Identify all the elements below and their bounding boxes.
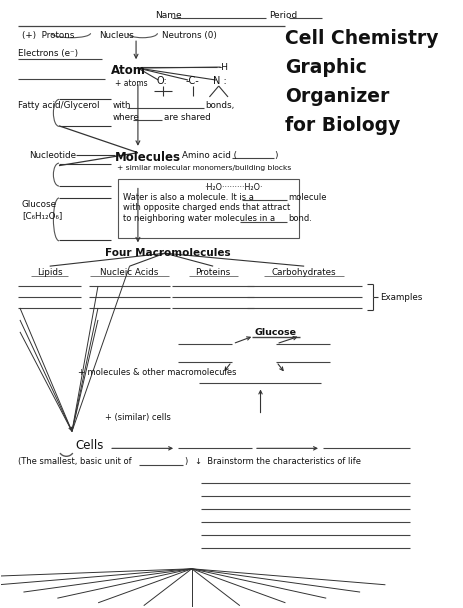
Text: where: where bbox=[113, 113, 139, 122]
Text: (The smallest, basic unit of: (The smallest, basic unit of bbox=[18, 457, 131, 466]
Text: Electrons (e⁻): Electrons (e⁻) bbox=[18, 49, 78, 58]
Text: Period: Period bbox=[268, 12, 296, 20]
Text: + (similar) cells: + (similar) cells bbox=[105, 413, 171, 423]
Text: Nucleotide: Nucleotide bbox=[29, 151, 76, 160]
Text: (+)  Protons: (+) Protons bbox=[22, 31, 74, 40]
Text: Name: Name bbox=[154, 12, 181, 20]
FancyBboxPatch shape bbox=[118, 179, 298, 238]
Text: with opposite charged ends that attract: with opposite charged ends that attract bbox=[123, 204, 290, 212]
Text: Neutrons (0): Neutrons (0) bbox=[162, 31, 217, 40]
Text: bonds,: bonds, bbox=[205, 101, 234, 110]
Text: -C-: -C- bbox=[185, 76, 199, 86]
Text: + molecules & other macromolecules: + molecules & other macromolecules bbox=[77, 368, 236, 377]
Text: Atom: Atom bbox=[111, 64, 145, 77]
Text: Lipids: Lipids bbox=[37, 268, 63, 277]
Text: ·H₂O·········H₂O·: ·H₂O·········H₂O· bbox=[203, 182, 262, 192]
Text: Examples: Examples bbox=[380, 293, 422, 302]
Text: molecule: molecule bbox=[288, 193, 326, 201]
Text: + similar molecular monomers/building blocks: + similar molecular monomers/building bl… bbox=[116, 165, 290, 171]
Text: Nucleic Acids: Nucleic Acids bbox=[100, 268, 158, 277]
Text: Proteins: Proteins bbox=[195, 268, 230, 277]
Text: are shared: are shared bbox=[163, 113, 210, 122]
Text: Four Macromolecules: Four Macromolecules bbox=[105, 248, 231, 258]
Text: Amino acid (: Amino acid ( bbox=[182, 151, 237, 160]
Text: Molecules: Molecules bbox=[114, 151, 180, 164]
Text: -H: -H bbox=[218, 63, 228, 72]
Text: Glucose: Glucose bbox=[253, 328, 295, 337]
Text: bond.: bond. bbox=[288, 215, 312, 223]
Text: ↓  Brainstorm the characteristics of life: ↓ Brainstorm the characteristics of life bbox=[194, 457, 360, 466]
Text: [C₆H₁₂O₆]: [C₆H₁₂O₆] bbox=[22, 212, 62, 221]
Text: Carbohydrates: Carbohydrates bbox=[271, 268, 336, 277]
Text: Glucose: Glucose bbox=[22, 201, 56, 210]
Text: Fatty acid/Glycerol: Fatty acid/Glycerol bbox=[18, 101, 100, 110]
Text: N :: N : bbox=[213, 76, 226, 86]
Text: O:: O: bbox=[156, 76, 167, 86]
Text: ): ) bbox=[184, 457, 187, 466]
Text: Water is also a molecule. It is a: Water is also a molecule. It is a bbox=[123, 193, 253, 201]
Text: to neighboring water molecules in a: to neighboring water molecules in a bbox=[123, 215, 275, 223]
Text: Cells: Cells bbox=[75, 440, 104, 452]
Text: with: with bbox=[113, 101, 131, 110]
Text: Cell Chemistry
Graphic
Organizer
for Biology: Cell Chemistry Graphic Organizer for Bio… bbox=[284, 29, 437, 134]
Text: ): ) bbox=[274, 151, 277, 160]
Text: Nucleus: Nucleus bbox=[99, 31, 133, 40]
Text: + atoms: + atoms bbox=[114, 79, 147, 88]
